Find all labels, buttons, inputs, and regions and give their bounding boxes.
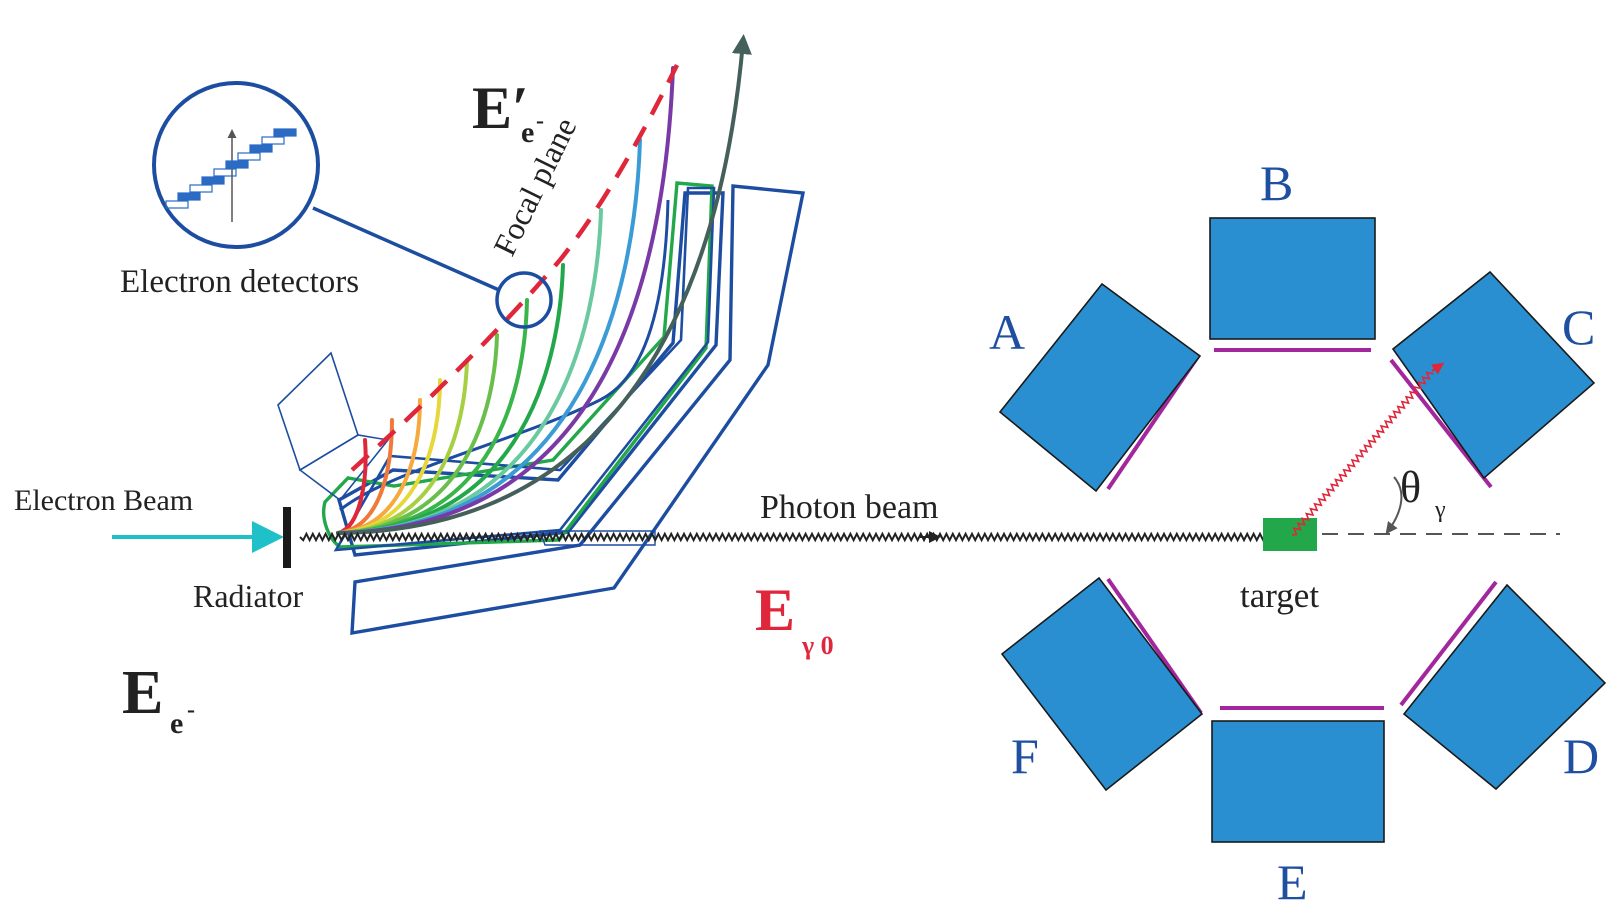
trajectory-8 [336,263,565,535]
photon-beam-line [299,531,1290,543]
e-gamma0-label: E γ 0 [755,577,834,660]
shield-C [1389,358,1493,489]
detector-F-label: F [1011,728,1039,784]
radiator-label: Radiator [193,578,304,614]
e-minus-sub: e [170,707,183,740]
detector-B-label: B [1260,155,1293,211]
e-prime-sup: - [536,108,544,134]
gamma-ray-arrowhead [1431,362,1445,375]
electron-beam-label: Electron Beam [14,484,193,517]
electron-trajectories [336,34,752,535]
e-minus-label: E e - [122,659,195,740]
theta-label: θ γ [1400,463,1446,523]
detector-A-label: A [989,304,1025,360]
trajectory-main [336,34,752,535]
shield-D [1399,580,1498,707]
target-label: target [1240,576,1319,615]
gamma-ray-wavy [1291,371,1434,536]
photon-beam-label: Photon beam [760,489,938,526]
detector-C-block [1391,270,1596,480]
theta-sub: γ [1434,497,1446,523]
e-prime-main: E′ [472,75,529,141]
magnet-outer-yoke [350,184,806,636]
e-prime-sub: e [521,116,534,149]
detector-E-block [1211,720,1385,843]
zoom-connector-line [312,206,500,292]
detector-E-label: E [1277,854,1308,909]
detector-F-block [1000,576,1204,792]
electron-detectors-label: Electron detectors [120,264,359,300]
detector-D-block [1402,583,1607,791]
focal-plane-zoom-circle [495,271,553,329]
detector-array: A B C D E F [989,155,1607,909]
electron-detectors-inset: Electron detectors [120,81,553,329]
detector-A-block [998,282,1202,493]
e-minus-sup: - [187,697,195,723]
detector-ladder [165,128,297,209]
detector-B-block [1209,217,1376,340]
e-gamma0-main: E [755,577,795,643]
e-gamma0-sub: γ 0 [801,631,834,660]
magnet-pole-green [322,181,714,549]
e-prime-label: E′ e - [472,75,544,149]
theta-main: θ [1400,463,1421,512]
tagger-magnet [277,181,806,636]
target-block [1263,518,1317,551]
e-minus-main: E [122,659,163,727]
exit-port [539,530,656,546]
detector-C-label: C [1562,299,1595,355]
trajectory-11 [336,66,675,535]
entrance-box-1 [277,351,359,472]
theta-angle-arc [1385,476,1403,535]
shield-F [1106,577,1203,715]
magnet-pole-inner-line [339,199,670,512]
detector-D-label: D [1563,728,1599,784]
focal-plane-line [350,64,680,472]
